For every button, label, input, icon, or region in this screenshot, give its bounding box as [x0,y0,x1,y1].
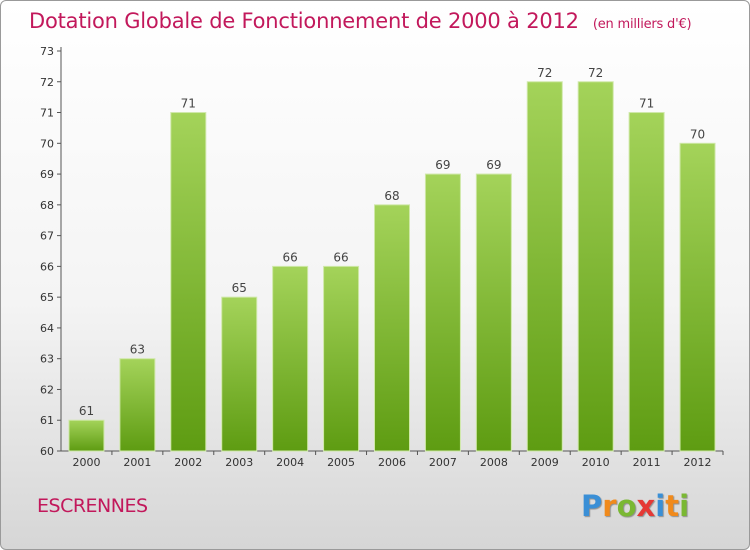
y-tick-label: 72 [40,76,54,89]
x-tick-label: 2005 [327,456,355,469]
x-tick-label: 2000 [72,456,100,469]
logo-letter: P [581,489,603,523]
bar [119,358,156,452]
bar [475,173,512,452]
commune-name: ESCRENNES [37,495,148,517]
bar-value-label: 66 [283,250,298,264]
bar [68,419,105,452]
x-tick-label: 2010 [582,456,610,469]
x-tick-label: 2002 [174,456,202,469]
y-tick-label: 63 [40,353,54,366]
bar [526,81,563,452]
y-tick-label: 65 [40,291,54,304]
logo-letter: t [665,489,680,523]
bar [323,265,360,452]
y-tick-label: 64 [40,322,54,335]
bar [577,81,614,452]
y-tick-label: 68 [40,199,54,212]
bar-value-label: 72 [588,66,603,80]
chart-subtitle: (en milliers d'€) [592,17,692,32]
bar-value-label: 71 [181,97,196,111]
bar-value-label: 63 [130,343,145,357]
logo-letter: r [602,489,617,523]
x-tick-label: 2009 [531,456,559,469]
x-tick-label: 2001 [123,456,151,469]
bar [374,204,410,452]
bar-value-label: 71 [639,97,654,111]
y-tick-label: 70 [40,137,54,150]
y-tick-label: 69 [40,168,54,181]
logo-letter: x [636,489,656,523]
bar [628,112,665,452]
bar-value-label: 70 [690,127,705,141]
bar [170,112,207,452]
y-tick-label: 60 [40,445,54,458]
x-tick-label: 2008 [480,456,508,469]
bar-value-label: 69 [486,158,501,172]
bar [221,296,258,452]
logo-letter: o [616,489,637,523]
bar-value-label: 66 [333,250,348,264]
y-tick-label: 61 [40,414,54,427]
y-tick-label: 73 [40,45,54,58]
bar-value-label: 61 [79,404,94,418]
bar-value-label: 68 [384,189,399,203]
x-tick-label: 2011 [633,456,661,469]
bar [424,173,461,452]
bar-value-label: 65 [232,281,247,295]
x-tick-label: 2007 [429,456,457,469]
y-tick-label: 71 [40,107,54,120]
bar [679,142,716,452]
proxiti-logo: Proxiti [581,489,689,523]
y-tick-label: 62 [40,383,54,396]
x-tick-label: 2004 [276,456,304,469]
x-tick-label: 2003 [225,456,253,469]
logo-letter: i [679,489,690,523]
bar [272,265,309,452]
bar-value-label: 72 [537,66,552,80]
chart-title-text: Dotation Globale de Fonctionnement de 20… [29,9,579,33]
logo-letter: i [655,489,666,523]
y-tick-label: 67 [40,230,54,243]
chart-title: Dotation Globale de Fonctionnement de 20… [29,9,692,33]
y-tick-label: 66 [40,260,54,273]
x-tick-label: 2006 [378,456,406,469]
x-tick-label: 2012 [684,456,712,469]
bar-value-label: 69 [435,158,450,172]
